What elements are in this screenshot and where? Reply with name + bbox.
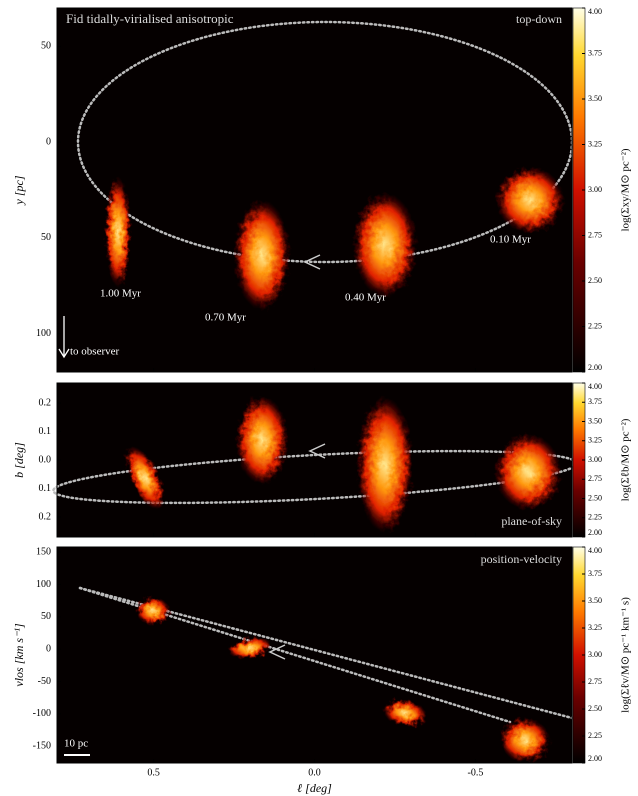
y-axis-label: b [deg] [12, 442, 26, 478]
y-tick-label: 0 [46, 643, 51, 654]
x-axis-label: ℓ [deg] [297, 781, 332, 795]
colorbar-tick-label: 2.00 [588, 754, 602, 763]
colorbar-tick-label: 3.25 [588, 436, 602, 445]
gas-cloud [136, 597, 170, 625]
gas-cloud [357, 397, 413, 533]
colorbar-tick-label: 3.75 [588, 397, 602, 406]
y-tick-label: -150 [33, 740, 51, 751]
annotation: to observer [70, 346, 120, 358]
colorbar-tick-label: 2.75 [588, 230, 602, 239]
colorbar-label: log(Σℓb/M⊙ pc⁻²) [620, 418, 632, 501]
colorbar-tick-label: 4.00 [588, 546, 602, 555]
direction-arrow [303, 254, 321, 270]
annotation: 0.10 Myr [490, 234, 531, 246]
colorbar-tick-label: 2.50 [588, 276, 602, 285]
gas-cloud [125, 446, 165, 510]
gas-cloud [353, 193, 417, 297]
colorbar-tick-label: 2.25 [588, 731, 602, 740]
annotation: 1.00 Myr [100, 288, 141, 300]
y-tick-label: 50 [41, 611, 51, 622]
x-tick-label: 0.5 [147, 767, 160, 778]
y-tick-label: 50 [41, 232, 51, 243]
gas-cloud [105, 177, 131, 287]
y-tick-label: 0.1 [39, 483, 52, 494]
colorbar-tick-label: 4.00 [588, 382, 602, 391]
panels: Fid tidally-virialised anisotropic top-do… [12, 7, 632, 795]
colorbar-tick-label: 3.00 [588, 650, 602, 659]
colorbar-tick-label: 2.25 [588, 321, 602, 330]
colorbar-tick-label: 2.25 [588, 513, 602, 522]
annotation: 0.40 Myr [345, 292, 386, 304]
y-tick-label: 0.0 [39, 454, 52, 465]
y-tick-label: 0.2 [39, 511, 52, 522]
gas-cloud [383, 699, 427, 727]
annotation: position-velocity [481, 552, 562, 566]
colorbar-label: log(Σℓv/M⊙ pc⁻¹ km⁻¹ s) [620, 597, 632, 713]
annotation: top-down [516, 12, 562, 26]
gas-cloud [496, 167, 564, 233]
gas-cloud [236, 396, 288, 484]
y-tick-label: -50 [38, 676, 51, 687]
colorbar-tick-label: 3.00 [588, 185, 602, 194]
annotation: 0.70 Myr [205, 312, 246, 324]
y-tick-label: 100 [36, 579, 51, 590]
plot-background [57, 547, 572, 763]
y-tick-label: 0.1 [39, 426, 52, 437]
y-tick-label: 100 [36, 328, 51, 339]
annotation: Fid tidally-virialised anisotropic [66, 11, 234, 26]
gas-cloud [495, 434, 561, 510]
colorbar-tick-label: 3.50 [588, 94, 602, 103]
y-tick-label: 0.2 [39, 397, 52, 408]
direction-arrow [268, 644, 286, 660]
plot-background [57, 8, 572, 372]
colorbar-tick-label: 3.50 [588, 416, 602, 425]
gas-cloud [500, 718, 550, 762]
direction-arrow [308, 443, 326, 459]
x-tick-label: 0.0 [308, 767, 321, 778]
y-axis-label: y [pc] [12, 175, 26, 205]
orbit [78, 586, 512, 724]
colorbar-tick-label: 3.75 [588, 569, 602, 578]
observer-arrow [58, 316, 70, 359]
colorbar-tick-label: 3.50 [588, 596, 602, 605]
gas-cloud [228, 637, 272, 659]
annotation: plane-of-sky [501, 514, 562, 528]
colorbar-tick-label: 2.50 [588, 704, 602, 713]
colorbar-tick-label: 2.00 [588, 528, 602, 537]
colorbar-label: log(Σxy/M⊙ pc⁻²) [620, 148, 632, 231]
y-axis-label: vlos [km s⁻¹] [12, 623, 26, 687]
y-tick-label: -100 [33, 708, 51, 719]
colorbar-tick-label: 3.75 [588, 48, 602, 57]
y-tick-label: 50 [41, 41, 51, 52]
colorbar-tick-label: 2.50 [588, 493, 602, 502]
colorbar-tick-label: 2.00 [588, 363, 602, 372]
x-tick-label: -0.5 [468, 767, 484, 778]
y-tick-label: 150 [36, 546, 51, 557]
colorbar-tick-label: 4.00 [588, 7, 602, 16]
colorbar-tick-label: 3.25 [588, 139, 602, 148]
y-tick-label: 0 [46, 136, 51, 147]
colorbar-tick-label: 2.75 [588, 474, 602, 483]
annotation: 10 pc [64, 738, 88, 750]
colorbar-tick-label: 3.25 [588, 623, 602, 632]
colorbar-tick-label: 2.75 [588, 677, 602, 686]
gas-cloud [234, 200, 290, 310]
colorbar-tick-label: 3.00 [588, 455, 602, 464]
